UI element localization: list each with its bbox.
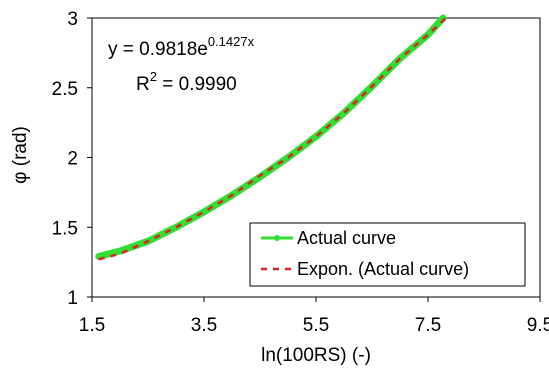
equation-annotation: y = 0.9818e0.1427x R2 = 0.9990	[108, 34, 255, 95]
series-line-actual	[95, 14, 447, 260]
x-tick-label: 1.5	[79, 315, 105, 336]
series-point-actual	[117, 248, 123, 254]
y-tick-label: 1.5	[52, 218, 78, 239]
legend: Actual curve Expon. (Actual curve)	[249, 222, 526, 287]
y-tick-label: 3	[67, 9, 78, 30]
r-squared-sup: 2	[150, 69, 157, 84]
r-squared-value: = 0.9990	[157, 74, 237, 95]
y-axis-title: φ (rad)	[10, 126, 31, 184]
r-squared-text: R2 = 0.9990	[136, 69, 237, 95]
r-squared-base: R	[136, 74, 150, 95]
equation-base: y = 0.9818e	[108, 39, 208, 60]
x-axis-title: ln(100RS) (-)	[261, 345, 371, 366]
legend-marker-actual	[274, 235, 280, 241]
x-tick-label: 3.5	[191, 315, 217, 336]
y-tick-label: 2.5	[52, 79, 78, 100]
series-layer	[95, 14, 447, 261]
equation-text: y = 0.9818e0.1427x	[108, 34, 255, 60]
y-tick-label: 2	[67, 149, 78, 170]
x-tick-label: 7.5	[415, 315, 441, 336]
legend-box	[249, 222, 526, 287]
legend-label-expon: Expon. (Actual curve)	[297, 259, 469, 279]
axis-ticks: 1.5 3.5 5.5 7.5 9.511.522.53	[52, 9, 549, 336]
y-tick-label: 1	[67, 288, 78, 309]
series-point-actual	[201, 209, 207, 215]
x-tick-label: 9.5	[527, 315, 549, 336]
legend-label-actual: Actual curve	[297, 228, 396, 248]
equation-exponent: 0.1427x	[208, 34, 255, 49]
x-tick-label: 5.5	[303, 315, 329, 336]
